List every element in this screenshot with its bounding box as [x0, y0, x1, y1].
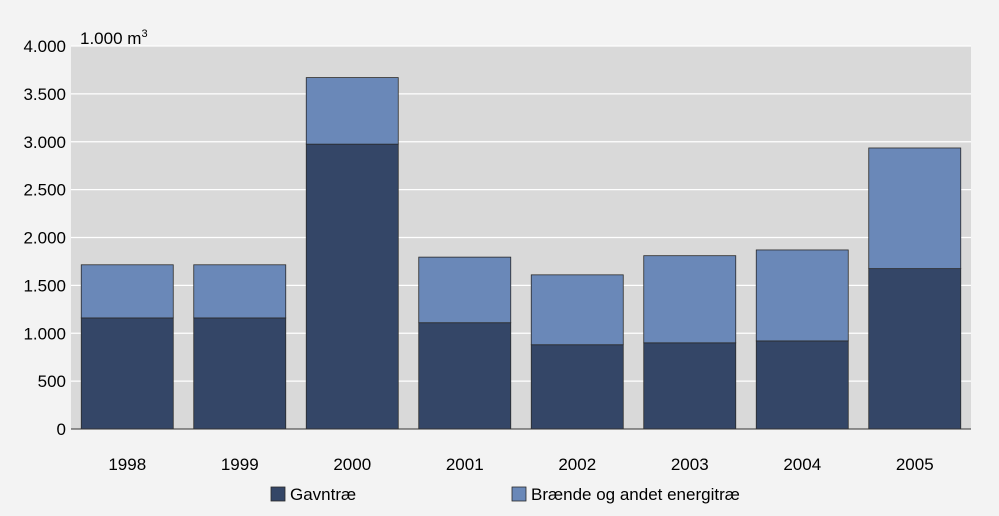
x-tick-label: 2005 [896, 455, 934, 474]
bar-braende-2000 [305, 77, 399, 145]
bar-gavntrae-1998 [80, 317, 174, 430]
bar-gavntrae-2004 [755, 340, 849, 430]
y-tick-label: 2.000 [23, 229, 66, 248]
bar-braende-2005 [868, 147, 962, 270]
y-tick-label: 2.500 [23, 181, 66, 200]
x-tick-label: 2001 [446, 455, 484, 474]
x-tick-label: 1999 [221, 455, 259, 474]
bar-gavntrae-2001 [418, 322, 512, 430]
legend-label: Gavntræ [290, 485, 356, 504]
bar-gavntrae-1999 [193, 317, 287, 430]
y-tick-label: 500 [38, 372, 66, 391]
bar-braende-1998 [80, 264, 174, 319]
bar-braende-2004 [755, 249, 849, 342]
y-tick-label: 3.500 [23, 85, 66, 104]
x-tick-label: 2003 [671, 455, 709, 474]
y-tick-label: 4.000 [23, 37, 66, 56]
bar-gavntrae-2000 [305, 143, 399, 430]
x-tick-label: 2004 [783, 455, 821, 474]
bar-braende-1999 [193, 264, 287, 319]
y-unit-label-main: 1.000 m [80, 29, 141, 48]
legend-label: Brænde og andet energitræ [531, 485, 740, 504]
bars [80, 77, 962, 430]
bar-braende-2003 [643, 255, 737, 344]
x-tick-label: 1998 [108, 455, 146, 474]
y-tick-label: 3.000 [23, 133, 66, 152]
x-axis: 1998 1999 2000 2001 2002 2003 2004 2005 [108, 455, 933, 474]
y-tick-label: 0 [57, 420, 66, 439]
bar-gavntrae-2002 [530, 344, 624, 430]
bar-gavntrae-2003 [643, 342, 737, 430]
bar-gavntrae-2005 [868, 268, 962, 430]
bar-braende-2001 [418, 256, 512, 324]
y-tick-label: 1.000 [23, 324, 66, 343]
y-unit-label-sup: 3 [141, 28, 147, 40]
y-axis: 0 500 1.000 1.500 2.000 2.500 3.000 3.500 4.000 [23, 37, 971, 439]
legend-swatch-gavntrae [270, 486, 286, 502]
x-tick-label: 2000 [333, 455, 371, 474]
bar-braende-2002 [530, 274, 624, 346]
y-tick-label: 1.500 [23, 276, 66, 295]
y-unit-label: 1.000 m3 [80, 28, 148, 48]
x-tick-label: 2002 [558, 455, 596, 474]
legend-swatch-braende [511, 486, 527, 502]
legend: Gavntræ Brænde og andet energitræ [270, 485, 740, 504]
